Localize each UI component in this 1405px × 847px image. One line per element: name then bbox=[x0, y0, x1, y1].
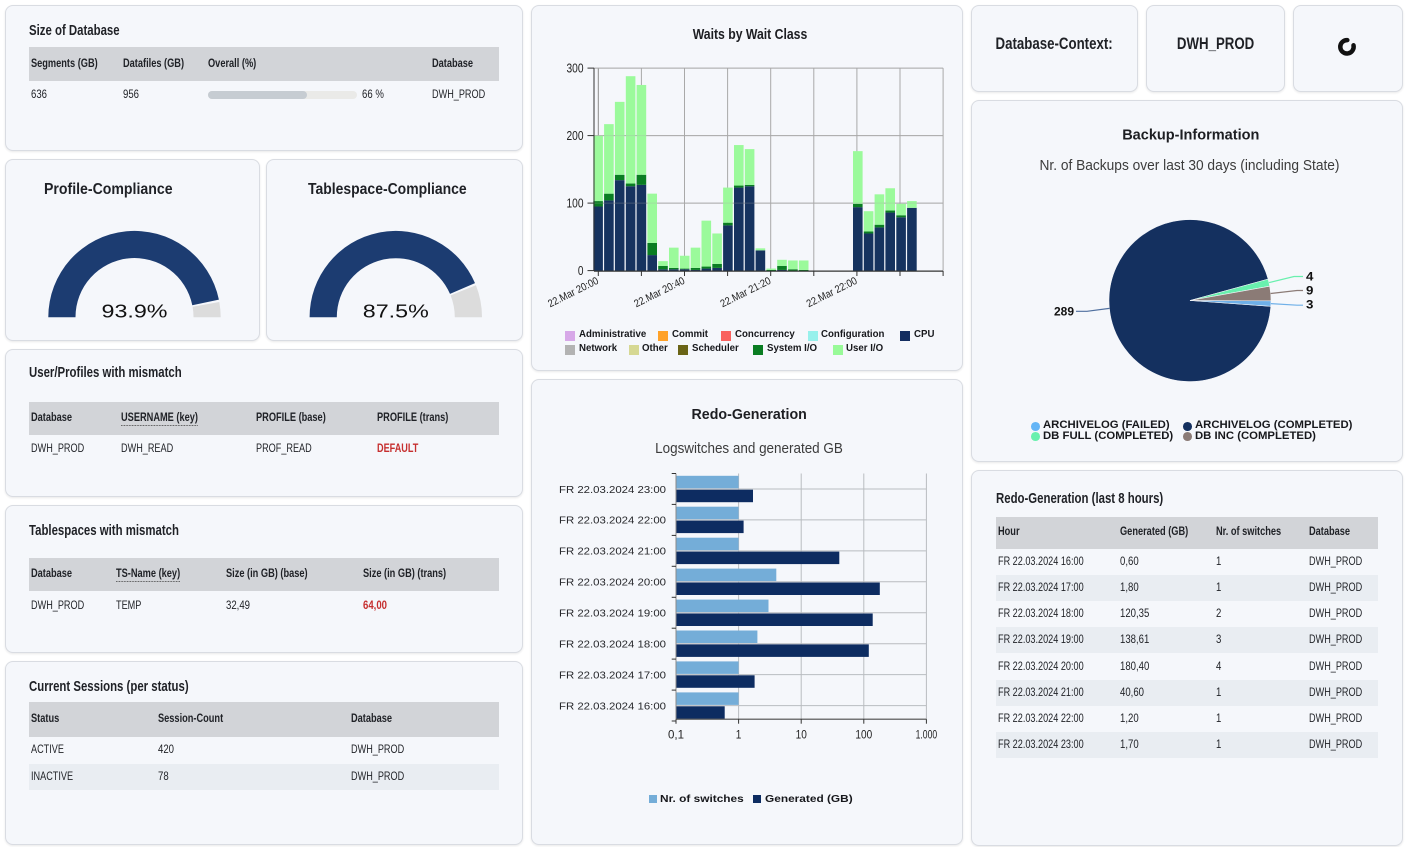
svg-text:300: 300 bbox=[567, 61, 584, 75]
svg-text:100: 100 bbox=[855, 728, 872, 742]
svg-text:FR 22.03.2024 21:00: FR 22.03.2024 21:00 bbox=[559, 546, 666, 558]
svg-text:4: 4 bbox=[1306, 271, 1314, 283]
svg-text:0: 0 bbox=[578, 264, 584, 278]
svg-text:87.5%: 87.5% bbox=[363, 301, 429, 322]
svg-text:FR 22.03.2024 23:00: FR 22.03.2024 23:00 bbox=[559, 484, 666, 496]
svg-text:22.Mar 20:40: 22.Mar 20:40 bbox=[632, 275, 687, 310]
svg-text:1: 1 bbox=[736, 728, 742, 742]
svg-text:0,1: 0,1 bbox=[668, 728, 684, 742]
svg-text:Nr. of Backups over last 30 da: Nr. of Backups over last 30 days (includ… bbox=[1040, 158, 1340, 174]
svg-text:200: 200 bbox=[567, 129, 584, 143]
svg-text:22.Mar 22:00: 22.Mar 22:00 bbox=[805, 275, 860, 310]
svg-text:10: 10 bbox=[796, 728, 807, 742]
svg-text:22.Mar 20:00: 22.Mar 20:00 bbox=[546, 275, 601, 310]
svg-text:Backup-Information: Backup-Information bbox=[1122, 126, 1259, 143]
svg-text:9: 9 bbox=[1306, 286, 1313, 298]
svg-text:Logswitches and generated GB: Logswitches and generated GB bbox=[655, 441, 843, 457]
svg-text:FR 22.03.2024 16:00: FR 22.03.2024 16:00 bbox=[559, 700, 666, 712]
svg-text:FR 22.03.2024 18:00: FR 22.03.2024 18:00 bbox=[559, 639, 666, 651]
svg-text:FR 22.03.2024 17:00: FR 22.03.2024 17:00 bbox=[559, 669, 666, 681]
svg-text:22.Mar 21:20: 22.Mar 21:20 bbox=[718, 275, 773, 310]
svg-text:289: 289 bbox=[1054, 306, 1074, 318]
svg-text:3: 3 bbox=[1306, 300, 1313, 312]
svg-text:1.000: 1.000 bbox=[916, 728, 938, 742]
svg-text:FR 22.03.2024 22:00: FR 22.03.2024 22:00 bbox=[559, 515, 666, 527]
svg-text:Redo-Generation: Redo-Generation bbox=[692, 406, 807, 423]
svg-text:100: 100 bbox=[567, 196, 584, 210]
svg-text:93.9%: 93.9% bbox=[102, 301, 168, 322]
svg-text:FR 22.03.2024 20:00: FR 22.03.2024 20:00 bbox=[559, 577, 666, 589]
svg-text:Waits by Wait Class: Waits by Wait Class bbox=[693, 26, 808, 43]
svg-text:FR 22.03.2024 19:00: FR 22.03.2024 19:00 bbox=[559, 608, 666, 620]
